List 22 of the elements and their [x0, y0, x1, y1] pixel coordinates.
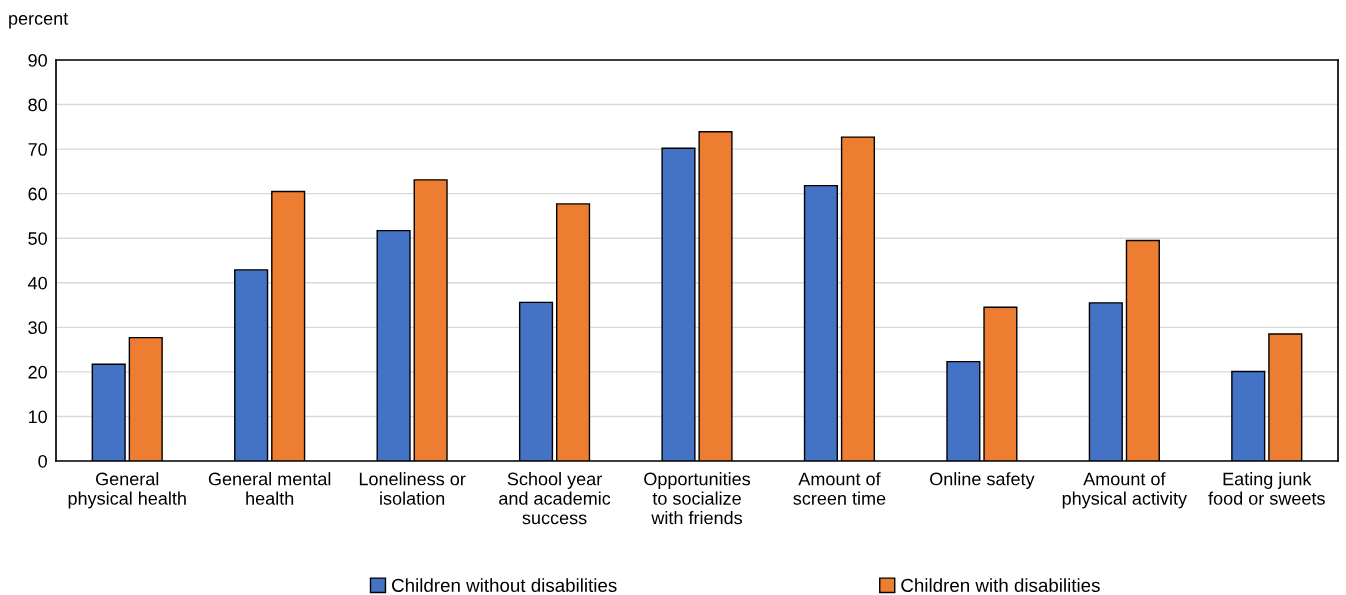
y-tick-label: 10	[28, 410, 47, 424]
x-tick-label: Eating junk food or sweets	[1208, 472, 1325, 505]
x-tick-label: Online safety	[930, 472, 1035, 489]
y-tick-label: 60	[28, 187, 47, 201]
legend-label: Children without disabilities	[392, 578, 617, 592]
y-tick-label: 50	[28, 232, 47, 245]
x-tick-label: School year and academic success	[499, 472, 611, 525]
y-tick-label: 0	[38, 454, 47, 468]
legend-label: Children with disabilities	[901, 578, 1100, 592]
x-tick-label: Loneliness or isolation	[359, 472, 466, 505]
y-axis-title: percent	[9, 13, 69, 29]
y-tick-label: 70	[28, 143, 47, 156]
x-tick-label: Opportunities to socialize with friends	[644, 472, 751, 525]
x-tick-label: Amount of screen time	[793, 472, 886, 505]
y-tick-label: 90	[28, 53, 47, 67]
x-tick-label: General mental health	[208, 472, 331, 505]
y-tick-label: 40	[28, 276, 47, 290]
y-tick-label: 80	[28, 98, 47, 112]
y-tick-label: 30	[28, 321, 47, 335]
x-tick-label: General physical health	[68, 472, 186, 509]
x-tick-label: Amount of physical activity	[1062, 472, 1188, 509]
y-tick-label: 20	[28, 365, 47, 379]
